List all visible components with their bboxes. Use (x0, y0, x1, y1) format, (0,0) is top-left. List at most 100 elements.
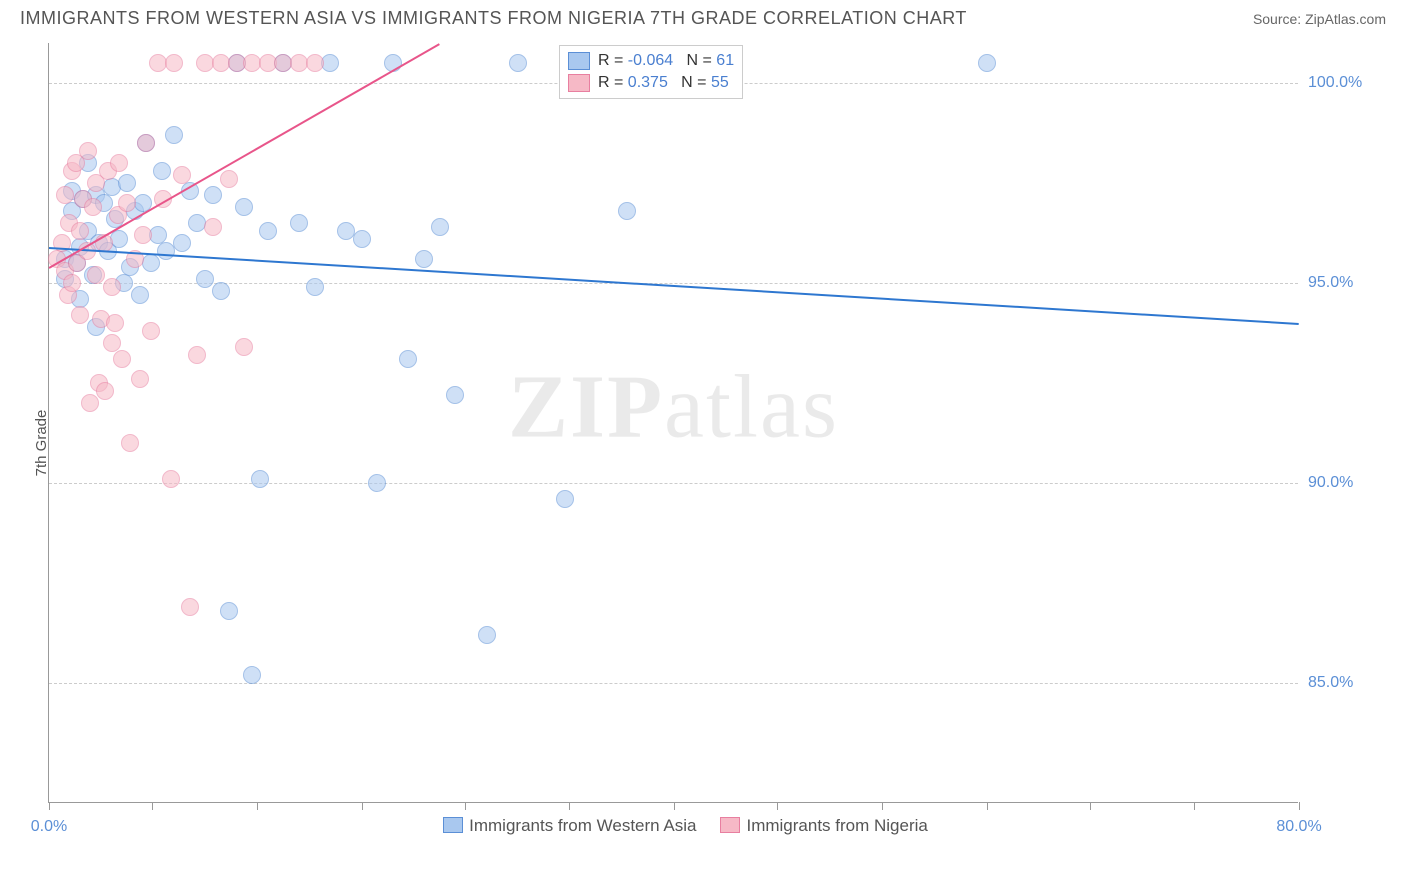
scatter-point-western_asia (110, 230, 128, 248)
x-tick (465, 802, 466, 810)
scatter-point-nigeria (118, 194, 136, 212)
trend-line-western_asia (49, 247, 1299, 325)
watermark-light: atlas (664, 358, 839, 457)
correlation-legend: R = -0.064 N = 61 R = 0.375 N = 55 (559, 45, 743, 99)
scatter-point-western_asia (142, 254, 160, 272)
legend-swatch (568, 74, 590, 92)
scatter-point-western_asia (446, 386, 464, 404)
scatter-point-nigeria (106, 314, 124, 332)
y-tick-label: 85.0% (1308, 674, 1388, 692)
scatter-point-western_asia (243, 666, 261, 684)
scatter-point-nigeria (134, 226, 152, 244)
scatter-point-western_asia (509, 54, 527, 72)
x-tick (1194, 802, 1195, 810)
scatter-point-nigeria (87, 266, 105, 284)
scatter-point-western_asia (131, 286, 149, 304)
gridline-h (49, 283, 1298, 284)
x-tick (674, 802, 675, 810)
scatter-point-nigeria (137, 134, 155, 152)
legend-text: R = -0.064 N = 61 (598, 52, 734, 70)
x-tick (362, 802, 363, 810)
scatter-point-nigeria (162, 470, 180, 488)
legend-text: R = 0.375 N = 55 (598, 74, 729, 92)
x-tick (49, 802, 50, 810)
x-tick (569, 802, 570, 810)
plot-region: ZIPatlas 85.0%90.0%95.0%100.0%0.0%80.0%R… (48, 43, 1298, 803)
legend-swatch (443, 817, 463, 833)
scatter-point-western_asia (153, 162, 171, 180)
scatter-point-nigeria (96, 382, 114, 400)
x-tick (987, 802, 988, 810)
x-tick (152, 802, 153, 810)
scatter-point-western_asia (173, 234, 191, 252)
source-name: ZipAtlas.com (1305, 11, 1386, 27)
watermark: ZIPatlas (508, 356, 839, 459)
scatter-point-nigeria (188, 346, 206, 364)
scatter-point-nigeria (165, 54, 183, 72)
chart-header: IMMIGRANTS FROM WESTERN ASIA VS IMMIGRAN… (0, 0, 1406, 33)
legend-swatch (568, 52, 590, 70)
legend-row: R = 0.375 N = 55 (568, 72, 734, 94)
scatter-point-nigeria (81, 394, 99, 412)
scatter-point-western_asia (306, 278, 324, 296)
scatter-point-nigeria (142, 322, 160, 340)
scatter-point-nigeria (103, 278, 121, 296)
y-tick-label: 95.0% (1308, 274, 1388, 292)
scatter-point-western_asia (415, 250, 433, 268)
scatter-point-western_asia (478, 626, 496, 644)
gridline-h (49, 683, 1298, 684)
x-tick (1090, 802, 1091, 810)
x-tick (882, 802, 883, 810)
x-tick (777, 802, 778, 810)
scatter-point-nigeria (110, 154, 128, 172)
chart-source: Source: ZipAtlas.com (1253, 11, 1386, 27)
scatter-point-nigeria (79, 142, 97, 160)
source-prefix: Source: (1253, 11, 1301, 27)
scatter-point-nigeria (71, 306, 89, 324)
legend-label: Immigrants from Nigeria (746, 816, 927, 835)
legend-swatch (720, 817, 740, 833)
scatter-point-western_asia (556, 490, 574, 508)
scatter-point-western_asia (290, 214, 308, 232)
scatter-point-nigeria (235, 338, 253, 356)
scatter-point-western_asia (618, 202, 636, 220)
y-tick-label: 100.0% (1308, 74, 1388, 92)
scatter-point-nigeria (103, 334, 121, 352)
scatter-point-western_asia (235, 198, 253, 216)
x-tick (1299, 802, 1300, 810)
scatter-point-western_asia (204, 186, 222, 204)
y-tick-label: 90.0% (1308, 474, 1388, 492)
trend-line-nigeria (49, 43, 441, 269)
series-legend: Immigrants from Western Asia Immigrants f… (49, 816, 1298, 836)
scatter-point-nigeria (204, 218, 222, 236)
scatter-point-nigeria (84, 198, 102, 216)
gridline-h (49, 483, 1298, 484)
scatter-point-western_asia (220, 602, 238, 620)
legend-row: R = -0.064 N = 61 (568, 50, 734, 72)
scatter-point-nigeria (131, 370, 149, 388)
scatter-point-nigeria (63, 274, 81, 292)
legend-label: Immigrants from Western Asia (469, 816, 696, 835)
scatter-point-nigeria (56, 186, 74, 204)
scatter-point-western_asia (212, 282, 230, 300)
scatter-point-western_asia (259, 222, 277, 240)
scatter-point-nigeria (181, 598, 199, 616)
scatter-point-western_asia (431, 218, 449, 236)
scatter-point-nigeria (121, 434, 139, 452)
scatter-point-western_asia (353, 230, 371, 248)
scatter-point-western_asia (165, 126, 183, 144)
x-tick (257, 802, 258, 810)
watermark-bold: ZIP (508, 358, 664, 457)
scatter-point-western_asia (321, 54, 339, 72)
scatter-point-nigeria (173, 166, 191, 184)
scatter-point-western_asia (978, 54, 996, 72)
scatter-point-western_asia (251, 470, 269, 488)
scatter-point-western_asia (118, 174, 136, 192)
scatter-point-nigeria (220, 170, 238, 188)
chart-title: IMMIGRANTS FROM WESTERN ASIA VS IMMIGRAN… (20, 8, 967, 29)
scatter-point-western_asia (368, 474, 386, 492)
scatter-point-western_asia (399, 350, 417, 368)
scatter-point-nigeria (113, 350, 131, 368)
scatter-point-nigeria (306, 54, 324, 72)
scatter-point-western_asia (196, 270, 214, 288)
